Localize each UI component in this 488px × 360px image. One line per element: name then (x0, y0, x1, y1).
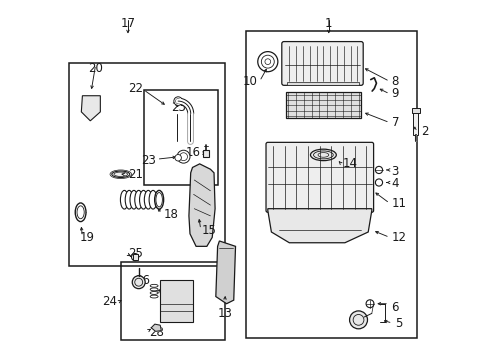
Text: 25: 25 (128, 247, 142, 260)
Bar (160, 280, 192, 321)
Text: 16: 16 (185, 145, 201, 158)
Text: 10: 10 (242, 75, 257, 88)
Ellipse shape (310, 149, 336, 161)
Bar (69, 63, 224, 266)
Bar (203, 150, 208, 157)
Text: 2: 2 (421, 125, 428, 138)
Text: 23: 23 (141, 154, 156, 167)
Circle shape (132, 276, 145, 289)
Ellipse shape (154, 190, 163, 209)
Text: 4: 4 (391, 177, 398, 190)
Text: 7: 7 (391, 116, 398, 129)
Circle shape (177, 150, 190, 163)
Text: 3: 3 (391, 165, 398, 177)
Circle shape (175, 154, 181, 161)
Text: 8: 8 (391, 75, 398, 88)
Circle shape (349, 311, 367, 329)
FancyBboxPatch shape (281, 41, 363, 85)
Ellipse shape (139, 190, 147, 209)
Ellipse shape (120, 190, 128, 209)
Bar (133, 254, 138, 260)
Polygon shape (151, 324, 161, 331)
Circle shape (375, 179, 382, 186)
Text: 22: 22 (128, 82, 143, 95)
Text: 9: 9 (391, 87, 398, 100)
Text: 15: 15 (201, 224, 216, 237)
Circle shape (174, 97, 182, 105)
Ellipse shape (135, 190, 142, 209)
Text: 26: 26 (135, 274, 150, 287)
Text: 28: 28 (149, 326, 164, 339)
Text: 13: 13 (217, 307, 232, 320)
Circle shape (366, 300, 373, 308)
Polygon shape (215, 241, 235, 304)
Text: 23: 23 (170, 101, 185, 114)
Text: 20: 20 (88, 62, 103, 75)
Text: 19: 19 (80, 231, 94, 244)
Text: 14: 14 (343, 157, 357, 170)
Text: 24: 24 (102, 296, 117, 309)
Bar (121, 262, 224, 339)
Ellipse shape (75, 203, 86, 222)
Bar (144, 90, 217, 185)
Text: 6: 6 (391, 301, 398, 314)
Polygon shape (81, 96, 100, 121)
Text: 1: 1 (325, 17, 332, 30)
Circle shape (257, 51, 277, 72)
Bar (285, 93, 360, 118)
Text: 18: 18 (163, 208, 178, 221)
Ellipse shape (149, 190, 157, 209)
Text: 11: 11 (391, 197, 406, 210)
Ellipse shape (112, 171, 129, 177)
Polygon shape (188, 164, 215, 246)
Text: 27: 27 (160, 287, 175, 300)
FancyBboxPatch shape (265, 142, 373, 212)
Circle shape (375, 166, 382, 174)
Bar (412, 112, 418, 135)
Text: 12: 12 (391, 231, 406, 244)
Circle shape (131, 253, 139, 261)
Text: 17: 17 (120, 17, 135, 30)
Ellipse shape (125, 190, 133, 209)
Bar (286, 82, 358, 85)
Text: 21: 21 (128, 168, 142, 181)
Ellipse shape (144, 190, 152, 209)
Bar (411, 108, 419, 113)
Polygon shape (267, 209, 371, 243)
Text: 5: 5 (394, 317, 402, 330)
Bar (246, 31, 416, 338)
Ellipse shape (130, 190, 138, 209)
